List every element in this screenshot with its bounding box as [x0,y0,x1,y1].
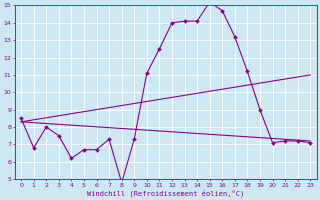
X-axis label: Windchill (Refroidissement éolien,°C): Windchill (Refroidissement éolien,°C) [87,189,244,197]
